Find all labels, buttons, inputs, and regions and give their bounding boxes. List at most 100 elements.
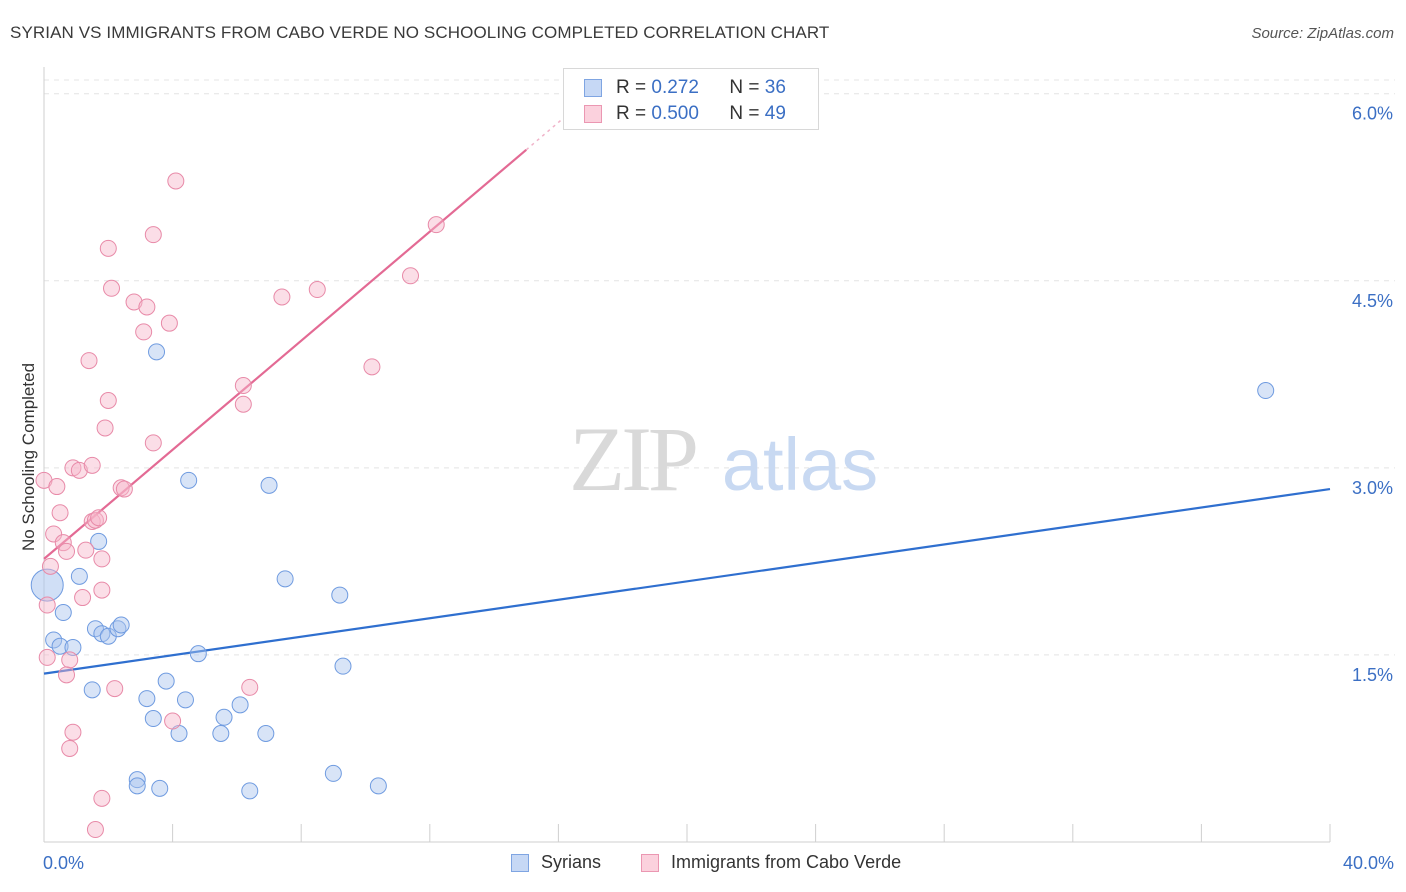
point-cabo-verde [80,352,98,370]
point-cabo-verde [58,542,76,560]
point-syrians [212,724,230,742]
point-cabo-verde [58,666,76,684]
stats-r-label: R = [616,103,652,124]
stats-row-syrians: R = 0.272 N = 36 [584,77,786,99]
trend-line [43,148,527,560]
point-cabo-verde [83,456,101,474]
legend-cabo-verde[interactable]: Immigrants from Cabo Verde [641,852,901,873]
stats-n-value: 36 [764,77,786,98]
legend-syrians[interactable]: Syrians [511,852,601,873]
point-syrians [331,586,349,604]
point-syrians [128,771,146,789]
point-syrians [215,708,233,726]
point-cabo-verde [90,509,108,527]
point-syrians [157,672,175,690]
point-syrians [64,638,82,656]
point-syrians [260,476,278,494]
point-cabo-verde [48,478,66,496]
data-points [30,172,1275,839]
point-cabo-verde [86,511,104,529]
point-cabo-verde [41,557,59,575]
point-cabo-verde [427,216,445,234]
point-cabo-verde [308,281,326,299]
point-cabo-verde [45,525,63,543]
point-syrians [51,637,69,655]
point-cabo-verde [234,395,252,413]
trend-line [43,487,1331,675]
point-cabo-verde [93,581,111,599]
point-syrians [90,532,108,550]
point-syrians [276,570,294,588]
point-cabo-verde [164,712,182,730]
point-cabo-verde [93,550,111,568]
point-syrians [112,616,130,634]
point-syrians [138,690,156,708]
point-cabo-verde [138,298,156,316]
stats-n-value: 49 [764,103,786,124]
axes [43,67,1331,843]
grid [44,79,1395,656]
stats-swatch-cabo-verde [584,105,602,123]
legend-swatch-syrians [511,853,529,872]
stats-row-cabo-verde: R = 0.500 N = 49 [584,103,786,125]
point-syrians [324,764,342,782]
point-cabo-verde [402,267,420,285]
point-syrians [151,779,169,797]
point-syrians [241,782,259,800]
point-cabo-verde [93,789,111,807]
point-cabo-verde [77,541,95,559]
x-tick-label: 0.0% [43,853,84,873]
chart-title: SYRIAN VS IMMIGRANTS FROM CABO VERDE NO … [10,23,830,42]
point-syrians [83,681,101,699]
point-cabo-verde [241,678,259,696]
stats-r-value: 0.500 [651,103,699,124]
point-cabo-verde [273,288,291,306]
watermark-atlas: atlas [722,423,878,506]
legend-swatch-cabo-verde [641,853,659,872]
y-tick-label: 1.5% [1352,665,1393,685]
point-cabo-verde [144,226,162,244]
point-cabo-verde [74,589,92,607]
x-tick-label: 40.0% [1343,853,1394,873]
point-cabo-verde [70,461,88,479]
point-cabo-verde [38,596,56,614]
point-syrians [45,631,63,649]
point-cabo-verde [125,293,143,311]
point-cabo-verde [99,239,117,257]
point-syrians [334,657,352,675]
point-cabo-verde [106,680,124,698]
point-cabo-verde [54,534,72,552]
point-cabo-verde [144,434,162,452]
tick-labels: 1.5% 3.0% 4.5% 6.0% 0.0% 40.0% [43,104,1394,873]
point-cabo-verde [64,723,82,741]
point-syrians [231,696,249,714]
watermark-zip: ZIP [569,408,696,510]
point-cabo-verde [61,739,79,757]
source-credit: Source: ZipAtlas.com [1251,25,1394,42]
point-cabo-verde [38,648,56,666]
stats-swatch-syrians [584,79,602,97]
point-syrians [30,568,64,602]
y-axis-label: No Schooling Completed [19,363,38,551]
point-syrians [70,567,88,585]
stats-n-label: N = [729,77,765,98]
point-cabo-verde [86,821,104,839]
y-tick-label: 3.0% [1352,478,1393,498]
point-cabo-verde [115,480,133,498]
y-tick-label: 4.5% [1352,291,1393,311]
point-cabo-verde [96,419,114,437]
point-syrians [176,691,194,709]
legend-label-syrians: Syrians [541,852,602,872]
legend-label-cabo-verde: Immigrants from Cabo Verde [671,852,902,872]
point-syrians [128,777,146,795]
trend-lines [43,108,1331,675]
point-syrians [1257,382,1275,400]
stats-r-label: R = [616,77,652,98]
point-syrians [54,604,72,622]
point-cabo-verde [135,323,153,341]
point-syrians [180,471,198,489]
stats-r-value: 0.272 [651,77,699,98]
point-syrians [369,777,387,795]
watermark: ZIP atlas [569,408,878,510]
